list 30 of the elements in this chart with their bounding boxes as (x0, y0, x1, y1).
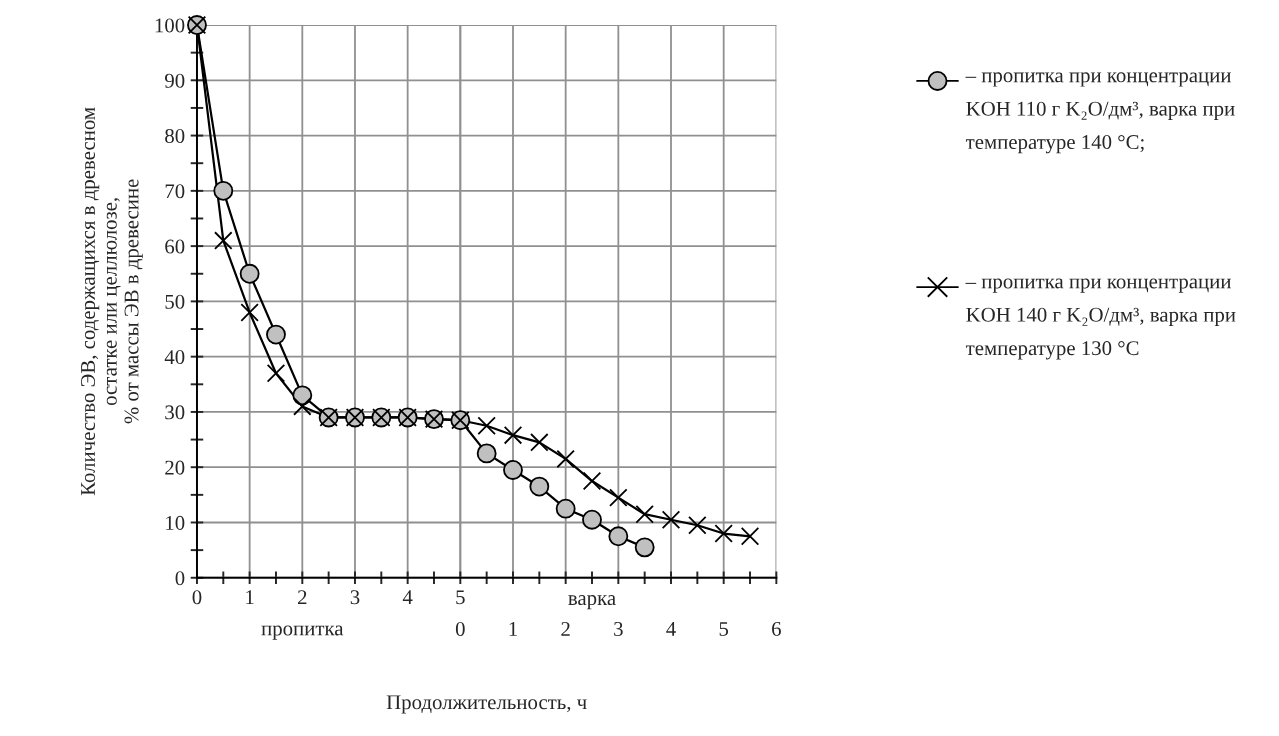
y-tick-label: 80 (165, 128, 185, 143)
y-tick-label: 100 (155, 18, 185, 33)
legend-label: – пропитка при концентрации KOH 140 г K₂O/дм³, варка при температуре 130 °C (965, 278, 1236, 360)
y-axis-title: Количество ЭВ, содержащихся в древесном остатке или целлюлозе, % от массы ЭВ в древесине (81, 107, 143, 496)
x-tick-label: 0 (192, 590, 202, 605)
text: пропитка (261, 625, 344, 640)
x-tick-label: 5 (456, 590, 465, 605)
y-tick-label: 30 (165, 405, 185, 420)
x2-tick-label: 4 (666, 622, 676, 636)
x-tick-label: 2 (298, 590, 307, 605)
x2-tick-label: 5 (719, 622, 729, 636)
y-tick-label: 0 (175, 571, 185, 586)
x-tick-label: 3 (350, 590, 360, 605)
x2-tick-label: 6 (772, 621, 781, 636)
legend-label: – пропитка при концентрации KOH 110 г K₂O/дм³, варка при температуре 140 °C; (965, 72, 1235, 154)
y-tick-label: 60 (165, 239, 185, 254)
x2-tick-label: 2 (561, 621, 570, 636)
x2-tick-label: 3 (614, 621, 623, 636)
y-tick-label: 90 (165, 73, 185, 88)
x-axis-title: Продолжительность, ч (386, 695, 587, 714)
x2-tick-label: 0 (455, 621, 465, 636)
y-tick-label: 20 (165, 460, 185, 475)
y-tick-label: 70 (165, 184, 185, 199)
y-tick-label: 10 (166, 515, 185, 530)
x2-tick-label: 1 (509, 622, 517, 636)
y-tick-label: 50 (165, 294, 185, 309)
x-tick-label: 4 (402, 590, 413, 605)
x-tick-label: 1 (246, 590, 254, 605)
y-tick-label: 40 (164, 350, 185, 365)
text: варка (568, 595, 616, 610)
